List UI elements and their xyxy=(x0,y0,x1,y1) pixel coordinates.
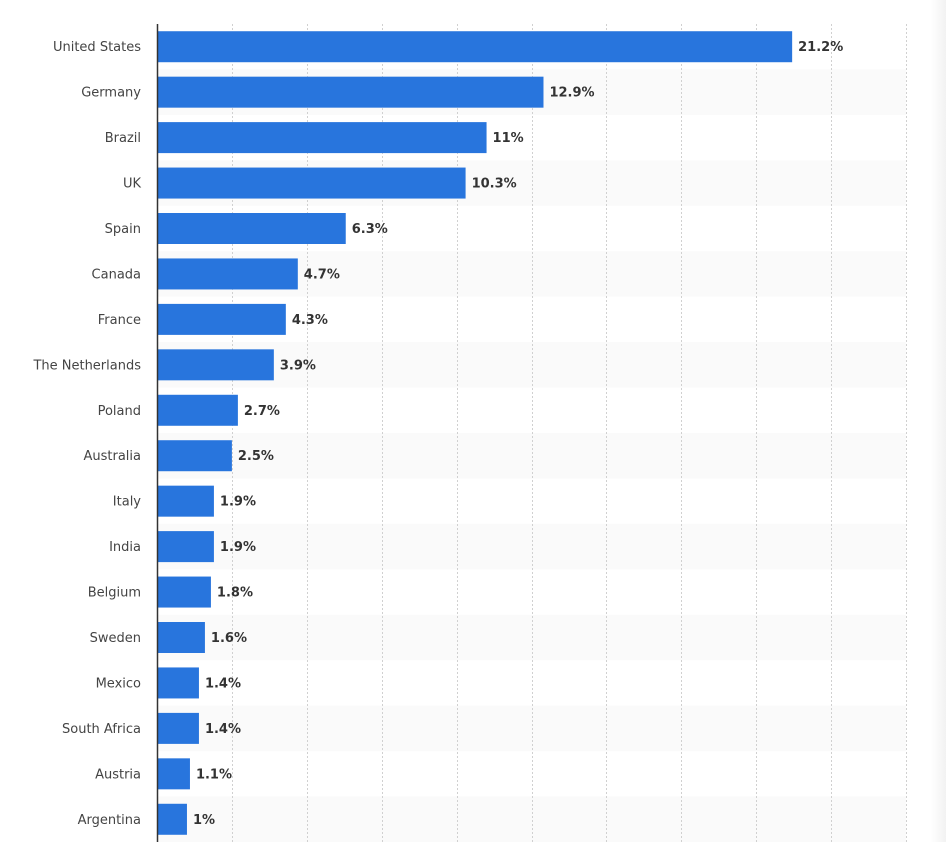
category-label: India xyxy=(109,540,141,555)
row-band xyxy=(157,705,906,752)
bar xyxy=(157,712,199,744)
data-label: 1.9% xyxy=(220,540,256,555)
category-label: Spain xyxy=(105,222,141,237)
bar xyxy=(157,531,214,563)
category-label: Poland xyxy=(98,404,141,419)
category-label: Brazil xyxy=(105,131,141,146)
data-label: 2.7% xyxy=(244,404,280,419)
bar xyxy=(157,76,544,108)
category-label: Germany xyxy=(81,86,141,101)
data-label: 6.3% xyxy=(352,222,388,237)
bar xyxy=(157,485,214,517)
data-label: 3.9% xyxy=(280,358,316,373)
bar xyxy=(157,258,298,290)
data-label: 21.2% xyxy=(798,40,843,55)
data-label: 10.3% xyxy=(472,177,517,192)
data-label: 1.4% xyxy=(205,722,241,737)
row-band xyxy=(157,523,906,570)
data-label: 2.5% xyxy=(238,449,274,464)
data-label: 1.1% xyxy=(196,767,232,782)
category-label: Mexico xyxy=(96,676,141,691)
bar xyxy=(157,167,466,199)
row-band xyxy=(157,796,906,842)
bar xyxy=(157,622,205,653)
data-label: 1.8% xyxy=(217,586,253,601)
category-label: UK xyxy=(123,177,142,192)
data-label: 1.4% xyxy=(205,676,241,691)
category-label: Argentina xyxy=(78,813,141,828)
bar xyxy=(157,667,199,699)
bar xyxy=(157,394,238,426)
row-band xyxy=(157,433,906,479)
bar xyxy=(157,440,232,472)
data-label: 4.7% xyxy=(304,267,340,282)
row-band xyxy=(157,614,906,661)
data-label: 4.3% xyxy=(292,313,328,328)
bar xyxy=(157,303,286,335)
category-label: Italy xyxy=(113,495,142,510)
bar xyxy=(157,31,793,63)
page-edge-shadow xyxy=(930,0,946,842)
category-label: France xyxy=(98,313,141,328)
bar xyxy=(157,349,274,381)
category-label: Canada xyxy=(92,267,141,282)
category-label: United States xyxy=(53,40,141,55)
category-label: Australia xyxy=(83,449,141,464)
row-band xyxy=(157,342,906,388)
bar xyxy=(157,803,187,835)
category-label: Belgium xyxy=(88,586,141,601)
bar xyxy=(157,122,487,154)
data-label: 1.9% xyxy=(220,495,256,510)
data-label: 1% xyxy=(193,813,215,828)
bar xyxy=(157,576,211,608)
data-label: 1.6% xyxy=(211,631,247,646)
data-label: 11% xyxy=(493,131,524,146)
category-label: South Africa xyxy=(62,722,141,737)
data-label: 12.9% xyxy=(549,86,594,101)
category-label: The Netherlands xyxy=(32,358,141,373)
category-label: Sweden xyxy=(90,631,141,646)
bar xyxy=(157,758,190,790)
category-label: Austria xyxy=(95,767,141,782)
bar xyxy=(157,213,346,244)
